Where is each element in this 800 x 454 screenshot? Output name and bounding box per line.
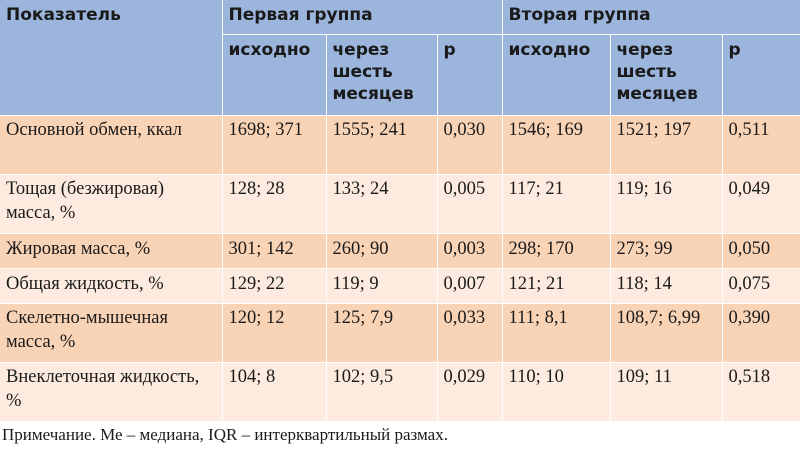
cell-g1-p: 0,033 [437, 303, 503, 363]
cell-g1-baseline: 129; 22 [222, 268, 327, 304]
table-footnote: Примечание. Ме – медиана, IQR – интерква… [2, 425, 448, 444]
cell-g2-six-months: 108,7; 6,99 [610, 303, 723, 363]
cell-g2-baseline: 298; 170 [502, 233, 611, 269]
cell-g1-p: 0,029 [437, 362, 503, 422]
row-label: Жировая масса, % [0, 233, 223, 269]
cell-g1-baseline: 104; 8 [222, 362, 327, 422]
header-group-1: Первая группа [222, 0, 503, 35]
table-row: Жировая масса, % 301; 142 260; 90 0,003 … [0, 233, 800, 269]
results-table: Показатель Первая группа Вторая группа и… [0, 0, 800, 422]
header-row-groups: Показатель Первая группа Вторая группа [0, 0, 800, 116]
cell-g1-six-months: 1555; 241 [326, 115, 438, 175]
cell-g1-six-months: 125; 7,9 [326, 303, 438, 363]
table-row: Внеклеточная жидкость, % 104; 8 102; 9,5… [0, 362, 800, 422]
cell-g1-p: 0,007 [437, 268, 503, 304]
row-label: Скелетно-мышечная масса, % [0, 303, 223, 363]
cell-g2-six-months: 119; 16 [610, 174, 723, 234]
header-g1-baseline: исходно [222, 34, 327, 116]
row-label: Внеклеточная жидкость, % [0, 362, 223, 422]
cell-g2-baseline: 1546; 169 [502, 115, 611, 175]
row-label: Основной обмен, ккал [0, 115, 223, 175]
cell-g2-p: 0,075 [722, 268, 800, 304]
cell-g2-baseline: 110; 10 [502, 362, 611, 422]
cell-g2-six-months: 118; 14 [610, 268, 723, 304]
header-indicator: Показатель [0, 0, 223, 116]
header-g2-p: р [722, 34, 800, 116]
cell-g2-p: 0,050 [722, 233, 800, 269]
row-label: Тощая (безжировая) масса, % [0, 174, 223, 234]
cell-g1-baseline: 1698; 371 [222, 115, 327, 175]
table-row: Скелетно-мышечная масса, % 120; 12 125; … [0, 303, 800, 363]
cell-g2-p: 0,518 [722, 362, 800, 422]
cell-g2-p: 0,049 [722, 174, 800, 234]
header-row-subcolumns: исходно через шесть месяцев р исходно че… [0, 34, 800, 116]
data-table-container: Показатель Первая группа Вторая группа и… [0, 0, 800, 422]
table-row: Основной обмен, ккал 1698; 371 1555; 241… [0, 115, 800, 175]
cell-g1-six-months: 102; 9,5 [326, 362, 438, 422]
cell-g2-p: 0,511 [722, 115, 800, 175]
cell-g2-six-months: 109; 11 [610, 362, 723, 422]
cell-g1-baseline: 120; 12 [222, 303, 327, 363]
header-g2-six-months: через шесть месяцев [610, 34, 723, 116]
header-group-2: Вторая группа [502, 0, 800, 35]
cell-g1-baseline: 301; 142 [222, 233, 327, 269]
cell-g2-p: 0,390 [722, 303, 800, 363]
cell-g1-p: 0,003 [437, 233, 503, 269]
cell-g1-six-months: 260; 90 [326, 233, 438, 269]
cell-g2-baseline: 121; 21 [502, 268, 611, 304]
cell-g1-p: 0,030 [437, 115, 503, 175]
table-row: Общая жидкость, % 129; 22 119; 9 0,007 1… [0, 268, 800, 304]
header-g1-p: р [437, 34, 503, 116]
cell-g2-baseline: 117; 21 [502, 174, 611, 234]
cell-g1-baseline: 128; 28 [222, 174, 327, 234]
cell-g2-six-months: 1521; 197 [610, 115, 723, 175]
cell-g2-six-months: 273; 99 [610, 233, 723, 269]
header-g2-baseline: исходно [502, 34, 611, 116]
cell-g1-six-months: 119; 9 [326, 268, 438, 304]
table-row: Тощая (безжировая) масса, % 128; 28 133;… [0, 174, 800, 234]
cell-g1-six-months: 133; 24 [326, 174, 438, 234]
header-g1-six-months: через шесть месяцев [326, 34, 438, 116]
row-label: Общая жидкость, % [0, 268, 223, 304]
cell-g1-p: 0,005 [437, 174, 503, 234]
cell-g2-baseline: 111; 8,1 [502, 303, 611, 363]
